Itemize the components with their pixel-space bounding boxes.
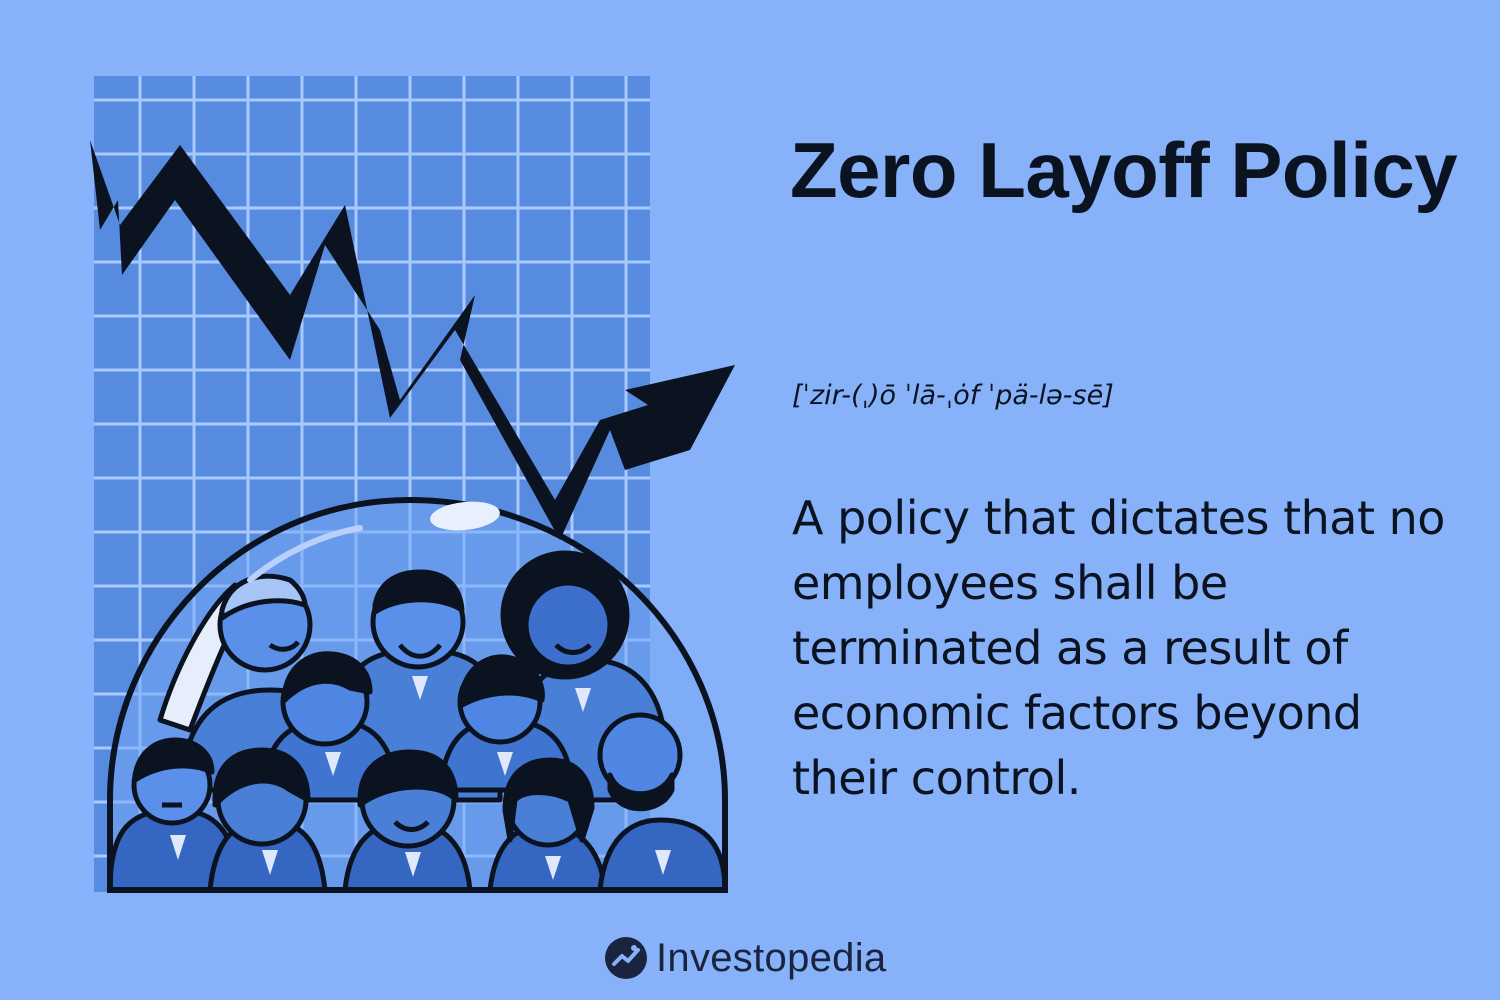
brand-logo: Investopedia	[604, 928, 886, 988]
group-of-employees-icon	[110, 550, 725, 890]
investopedia-logo-icon	[605, 937, 647, 979]
pronunciation-text: [ˈzir-(ˌ)ō ˈlā-ˌȯf ˈpä-lə-sē]	[792, 380, 1114, 411]
zigzag-trend-arrow-icon	[90, 140, 735, 540]
brand-name: Investopedia	[656, 935, 887, 980]
dome-highlight	[430, 501, 500, 531]
definition-text: A policy that dictates that no employees…	[792, 491, 1445, 805]
illustration	[90, 76, 735, 893]
page-title: Zero Layoff Policy	[790, 126, 1458, 214]
